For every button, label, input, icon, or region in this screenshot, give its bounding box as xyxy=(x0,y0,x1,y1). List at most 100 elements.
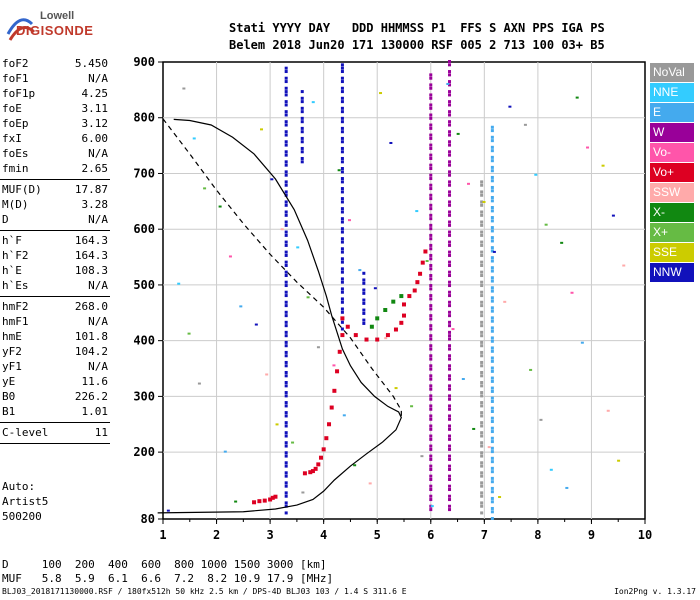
echo-mark xyxy=(480,240,484,244)
echo-mark xyxy=(429,146,433,150)
param-label: hmF2 xyxy=(2,300,29,313)
echo-mark xyxy=(362,291,366,295)
noise-echo-mark xyxy=(234,500,238,503)
echo-mark xyxy=(429,217,433,221)
echo-mark xyxy=(429,233,433,237)
echo-mark xyxy=(429,103,433,107)
echo-mark xyxy=(340,167,344,171)
echo-mark xyxy=(448,498,452,502)
echo-mark xyxy=(480,300,484,304)
echo-mark xyxy=(284,133,288,137)
param-value: N/A xyxy=(88,72,108,85)
o-trace-rise-mark xyxy=(340,333,345,338)
echo-mark xyxy=(429,457,433,461)
echo-mark xyxy=(490,506,494,510)
echo-mark xyxy=(284,213,288,217)
noise-echo-mark xyxy=(337,169,341,172)
noise-echo-mark xyxy=(197,382,201,385)
echo-mark xyxy=(480,501,484,505)
echo-mark xyxy=(284,501,288,505)
echo-mark xyxy=(490,276,494,280)
echo-mark xyxy=(448,103,452,107)
echo-mark xyxy=(429,354,433,358)
echo-mark xyxy=(429,498,433,502)
echo-mark xyxy=(284,491,288,495)
o-trace-f-mark xyxy=(399,320,404,325)
echo-mark xyxy=(284,451,288,455)
noise-echo-mark xyxy=(311,101,315,104)
noise-echo-mark xyxy=(353,464,357,467)
o-trace-f-mark xyxy=(345,324,350,329)
echo-mark xyxy=(429,274,433,278)
echo-mark xyxy=(340,227,344,231)
echo-mark xyxy=(429,374,433,378)
echo-mark xyxy=(448,334,452,338)
o-trace-f-mark xyxy=(402,313,406,318)
echo-mark xyxy=(448,153,452,157)
noise-echo-mark xyxy=(223,450,227,453)
echo-mark xyxy=(448,294,452,298)
echo-mark xyxy=(284,274,288,278)
echo-mark xyxy=(429,223,433,227)
legend-item-nne: NNE xyxy=(650,83,694,102)
param-value: 268.0 xyxy=(74,300,108,313)
echo-mark xyxy=(490,256,494,260)
noise-echo-mark xyxy=(239,305,243,308)
echo-mark xyxy=(448,384,452,388)
param-label: foEs xyxy=(2,147,29,160)
echo-mark xyxy=(340,220,344,224)
o-trace-rise-mark xyxy=(324,436,329,441)
echo-mark xyxy=(284,370,288,374)
param-value: 5.450 xyxy=(74,57,108,70)
echo-mark xyxy=(480,193,484,197)
param-row: B0 226.2 xyxy=(0,390,110,405)
echo-mark xyxy=(448,280,452,284)
echo-mark xyxy=(448,274,452,278)
legend-item-nnw: NNW xyxy=(650,263,694,282)
echo-mark xyxy=(300,100,304,104)
echo-mark xyxy=(480,360,484,364)
echo-mark xyxy=(429,177,433,181)
echo-mark xyxy=(448,424,452,428)
param-label: h`F2 xyxy=(2,249,29,262)
echo-mark xyxy=(284,200,288,204)
echo-mark xyxy=(490,356,494,360)
echo-mark xyxy=(284,233,288,237)
noise-echo-mark xyxy=(586,146,590,149)
echo-mark xyxy=(490,169,494,173)
param-value: 101.8 xyxy=(74,330,108,343)
echo-mark xyxy=(480,350,484,354)
param-value: 108.3 xyxy=(74,264,108,277)
noise-echo-mark xyxy=(347,219,351,222)
echo-mark xyxy=(448,243,452,247)
echo-mark xyxy=(490,389,494,393)
echo-mark xyxy=(340,187,344,191)
echo-mark xyxy=(480,374,484,378)
echo-mark xyxy=(284,113,288,117)
echo-mark xyxy=(490,466,494,470)
echo-mark xyxy=(284,481,288,485)
param-row: M(D) 3.28 xyxy=(0,198,110,213)
echo-mark xyxy=(448,417,452,421)
echo-mark xyxy=(284,434,288,438)
echo-mark xyxy=(448,437,452,441)
echo-mark xyxy=(480,384,484,388)
y-tick-label: 300 xyxy=(133,389,155,403)
echo-mark xyxy=(480,294,484,298)
echo-mark xyxy=(362,298,366,302)
x-trace-f-mark xyxy=(391,299,396,304)
echo-mark xyxy=(429,494,433,498)
echo-mark xyxy=(480,451,484,455)
echo-mark xyxy=(284,441,288,445)
echo-mark xyxy=(284,411,288,415)
param-row: yF1 N/A xyxy=(0,360,110,375)
noise-echo-mark xyxy=(368,482,372,485)
echo-mark xyxy=(429,213,433,217)
echo-mark xyxy=(490,145,494,149)
noise-echo-mark xyxy=(503,300,507,303)
noise-echo-mark xyxy=(425,259,429,262)
echo-mark xyxy=(300,110,304,114)
echo-mark xyxy=(300,90,304,94)
noise-echo-mark xyxy=(342,414,346,417)
noise-echo-mark xyxy=(498,496,502,499)
